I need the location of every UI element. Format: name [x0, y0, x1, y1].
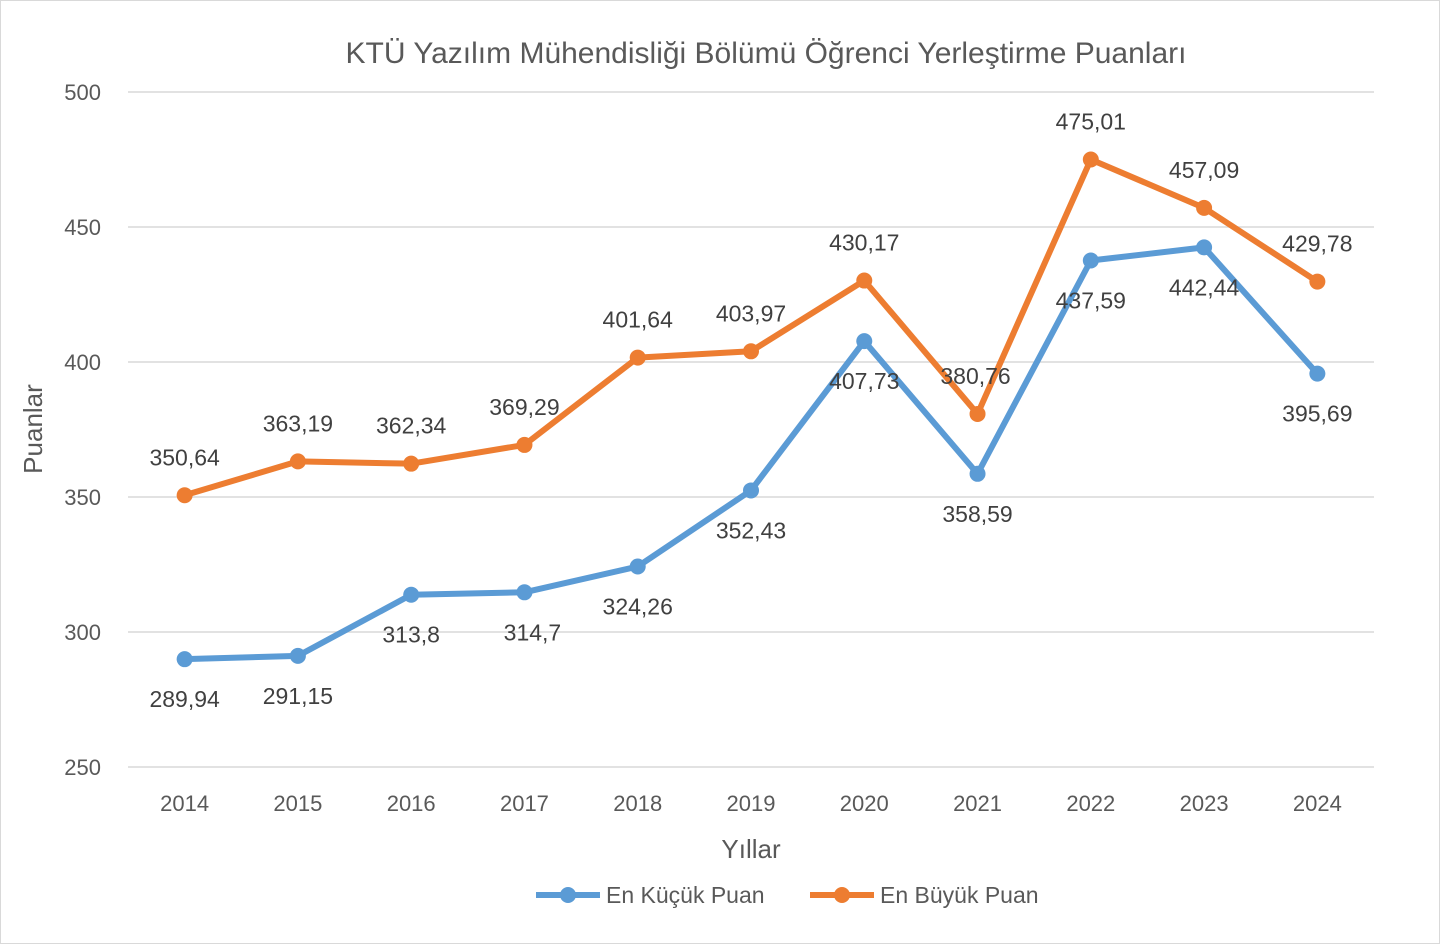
data-label: 324,26: [603, 593, 673, 619]
data-point: [289, 453, 306, 470]
y-axis-title: Puanlar: [18, 384, 48, 474]
data-point: [403, 455, 420, 472]
x-tick-label: 2023: [1180, 791, 1229, 816]
data-labels: 289,94 291,15 313,8 314,7 324,26 352,43 407,73…: [149, 108, 1352, 712]
data-point: [289, 647, 306, 664]
x-tick-label: 2018: [613, 791, 662, 816]
data-point: [856, 333, 873, 350]
data-point: [1309, 273, 1326, 290]
data-label: 350,64: [149, 444, 220, 470]
data-point: [176, 651, 193, 668]
data-label: 407,73: [829, 368, 899, 394]
data-label: 362,34: [376, 413, 447, 439]
data-label: 395,69: [1282, 401, 1352, 427]
data-label: 289,94: [149, 686, 220, 712]
data-label: 369,29: [489, 394, 559, 420]
data-point: [516, 584, 533, 601]
data-label: 363,19: [263, 410, 333, 436]
series-group: [176, 151, 1326, 668]
data-label: 430,17: [829, 230, 899, 256]
data-point: [969, 405, 986, 422]
y-tick-label: 350: [64, 485, 101, 510]
x-tick-label: 2024: [1293, 791, 1342, 816]
x-tick-label: 2019: [727, 791, 776, 816]
y-tick-label: 500: [64, 80, 101, 105]
legend: En Küçük Puan En Büyük Puan: [536, 882, 1039, 908]
legend-marker: [560, 887, 576, 903]
data-label: 475,01: [1056, 108, 1126, 134]
data-label: 457,09: [1169, 157, 1239, 183]
data-label: 403,97: [716, 300, 786, 326]
x-axis-ticks: 2014 2015 2016 2017 2018 2019 2020 2021 2022 2023…: [160, 791, 1342, 816]
data-point: [1196, 239, 1213, 256]
data-label: 291,15: [263, 683, 333, 709]
data-label: 352,43: [716, 517, 786, 543]
data-label: 429,78: [1282, 231, 1352, 257]
data-point: [629, 349, 646, 366]
data-label: 380,76: [940, 363, 1010, 389]
data-point: [516, 436, 533, 453]
chart-title: KTÜ Yazılım Mühendisliği Bölümü Öğrenci …: [346, 37, 1187, 70]
y-axis-ticks: 250 300 350 400 450 500: [64, 80, 101, 780]
x-tick-label: 2021: [953, 791, 1002, 816]
data-point: [743, 343, 759, 360]
x-tick-label: 2016: [387, 791, 436, 816]
data-label: 401,64: [603, 307, 674, 333]
y-tick-label: 300: [64, 620, 101, 645]
x-tick-label: 2017: [500, 791, 549, 816]
data-point: [1082, 252, 1099, 269]
data-point: [969, 465, 986, 482]
data-point: [856, 272, 873, 289]
legend-entry: En Büyük Puan: [880, 882, 1039, 908]
data-point: [1196, 199, 1213, 216]
y-tick-label: 400: [64, 350, 101, 375]
x-tick-label: 2014: [160, 791, 209, 816]
series-line-max: [181, 156, 1321, 499]
data-point: [1309, 365, 1326, 382]
y-tick-label: 450: [64, 215, 101, 240]
y-tick-label: 250: [64, 755, 101, 780]
data-label: 313,8: [382, 622, 440, 648]
legend-entry: En Küçük Puan: [606, 882, 765, 908]
data-point: [176, 487, 193, 504]
data-point: [403, 586, 420, 603]
x-tick-label: 2015: [273, 791, 322, 816]
legend-marker: [834, 887, 850, 903]
data-point: [1082, 151, 1099, 168]
data-label: 442,44: [1169, 274, 1240, 300]
x-tick-label: 2020: [840, 791, 889, 816]
x-tick-label: 2022: [1066, 791, 1115, 816]
data-label: 314,7: [504, 619, 562, 645]
data-label: 437,59: [1056, 288, 1126, 314]
data-point: [629, 558, 646, 575]
x-axis-title: Yıllar: [721, 834, 781, 864]
data-point: [743, 482, 759, 499]
data-label: 358,59: [942, 501, 1012, 527]
